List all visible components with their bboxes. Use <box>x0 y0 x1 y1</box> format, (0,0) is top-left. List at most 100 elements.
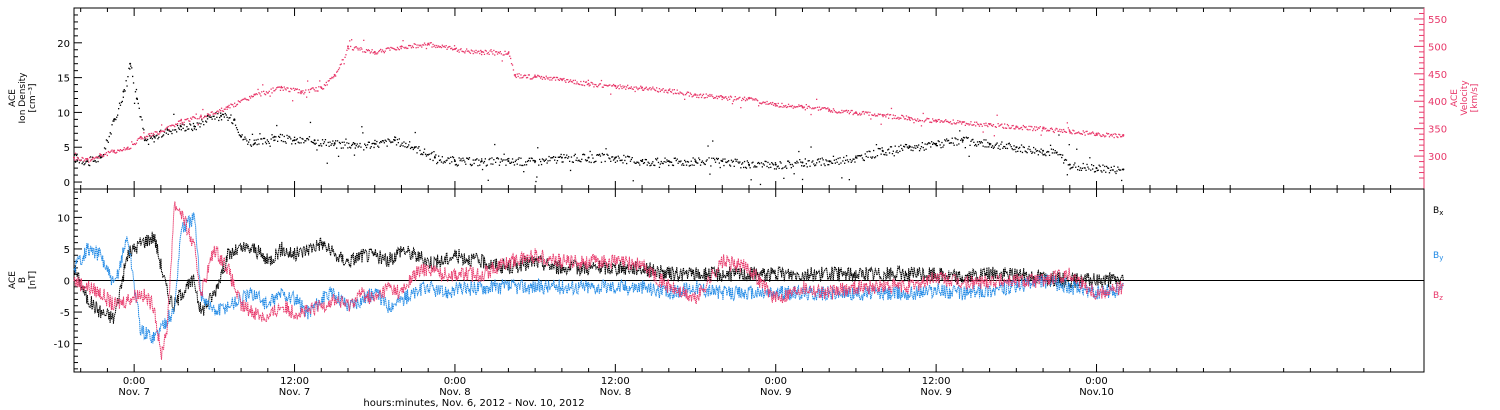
data-point <box>1099 134 1101 136</box>
data-point <box>868 150 870 152</box>
data-point <box>422 153 424 156</box>
data-point <box>723 164 725 167</box>
data-point <box>965 136 967 138</box>
data-point <box>1109 134 1112 136</box>
data-point <box>241 134 243 136</box>
data-point <box>312 87 314 89</box>
data-point <box>257 138 259 141</box>
data-point <box>243 98 245 100</box>
data-point <box>911 117 913 120</box>
data-point <box>94 160 96 162</box>
data-point <box>767 161 769 164</box>
data-point <box>941 120 943 122</box>
data-point <box>1101 135 1103 137</box>
data-point <box>564 80 566 82</box>
data-point <box>515 76 517 79</box>
data-point <box>374 139 376 142</box>
data-point <box>612 156 614 158</box>
data-point <box>675 159 677 162</box>
data-point <box>341 141 343 143</box>
data-point <box>1002 126 1004 129</box>
data-point <box>111 149 113 151</box>
data-point <box>283 135 285 138</box>
data-point <box>467 158 470 160</box>
data-point <box>148 135 151 137</box>
data-point <box>758 102 761 104</box>
data-point <box>598 154 600 156</box>
data-point <box>729 164 731 166</box>
data-point <box>771 162 773 164</box>
data-point <box>193 116 196 119</box>
data-point <box>101 156 103 158</box>
data-point <box>458 51 460 53</box>
data-point <box>267 140 269 143</box>
data-point <box>438 46 441 48</box>
data-point <box>1108 136 1111 138</box>
data-point <box>805 163 807 165</box>
data-point <box>323 84 326 86</box>
data-point <box>341 59 343 61</box>
data-point <box>478 159 480 161</box>
data-point <box>1017 126 1019 128</box>
data-point <box>591 154 593 156</box>
data-point <box>903 116 905 118</box>
data-point <box>92 156 94 159</box>
data-point <box>1052 130 1054 133</box>
data-point <box>162 135 164 137</box>
data-point <box>687 91 690 93</box>
data-point <box>327 80 329 82</box>
key-point <box>828 108 831 111</box>
data-point <box>1059 153 1061 156</box>
data-point <box>979 123 981 125</box>
data-point <box>331 143 333 145</box>
data-point <box>270 88 272 90</box>
data-point <box>779 161 781 163</box>
data-point <box>685 92 688 95</box>
data-point <box>87 159 89 161</box>
data-point <box>225 106 227 108</box>
key-point <box>126 146 129 149</box>
data-point <box>717 95 719 98</box>
data-point <box>751 162 753 164</box>
data-point <box>215 113 217 115</box>
data-point <box>913 147 915 149</box>
data-point <box>259 93 261 95</box>
data-point <box>977 123 980 126</box>
data-point <box>500 53 502 55</box>
data-point <box>347 47 349 49</box>
data-point <box>993 135 995 137</box>
data-point <box>381 49 384 51</box>
data-point <box>1005 127 1008 129</box>
data-point <box>1065 159 1068 161</box>
data-point <box>124 90 126 92</box>
data-point <box>548 155 550 158</box>
data-point <box>864 111 866 113</box>
data-point <box>821 107 823 109</box>
velocity-axis-title-line: Velocity <box>1460 80 1470 116</box>
data-point <box>591 82 593 84</box>
data-point <box>714 97 717 99</box>
data-point <box>818 161 821 163</box>
data-point <box>313 88 315 91</box>
data-point <box>481 158 483 160</box>
data-point <box>698 157 700 159</box>
data-point <box>840 112 842 114</box>
data-point <box>420 44 422 46</box>
velocity-tick-label: 400 <box>1428 97 1447 108</box>
data-point <box>269 95 271 97</box>
x-tick-time-label: 0:00 <box>1085 376 1107 387</box>
data-point <box>234 105 237 107</box>
data-point <box>1110 133 1112 136</box>
data-point <box>324 139 327 141</box>
data-point <box>408 44 410 47</box>
data-point <box>799 105 801 107</box>
data-point <box>634 162 636 164</box>
data-point <box>866 112 868 114</box>
data-point <box>766 100 768 103</box>
data-point <box>965 122 967 125</box>
data-point <box>305 140 307 142</box>
key-point <box>159 130 162 133</box>
data-point <box>498 164 501 166</box>
key-point <box>614 84 617 87</box>
data-point <box>158 136 160 138</box>
